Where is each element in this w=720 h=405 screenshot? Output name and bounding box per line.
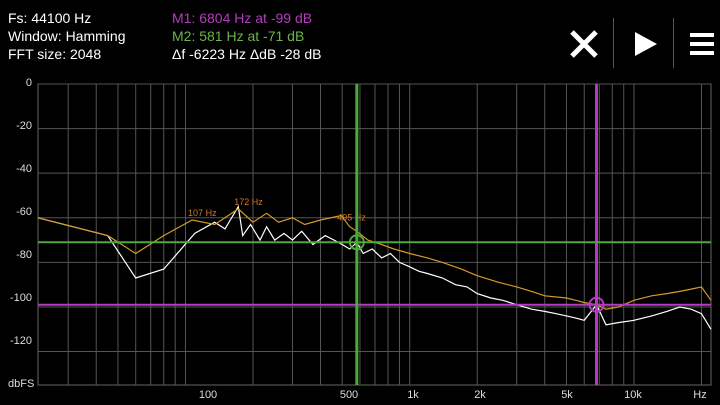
m1-marker [588,296,605,313]
x-tick-label: 500 [339,389,359,401]
info-panel: Fs: 44100 Hz Window: Hamming FFT size: 2… [8,9,125,63]
close-icon [570,30,598,58]
y-tick-label: -40 [16,163,32,175]
toolbar [540,0,720,90]
marker2-readout: M2: 581 Hz at -71 dB [172,28,305,44]
delta-readout: Δf -6223 Hz ΔdB -28 dB [172,46,322,62]
play-icon [635,32,657,56]
peak-label: 172 Hz [234,197,263,207]
marker-info-panel: M1: 6804 Hz at -99 dB M2: 581 Hz at -71 … [172,9,321,63]
play-button[interactable] [623,22,667,66]
y-tick-label: -20 [16,120,32,132]
toolbar-divider [613,18,614,68]
x-tick-label: 100 [198,389,218,401]
y-tick-label: -120 [9,335,32,347]
x-tick-label: 5k [561,389,573,401]
m2-marker [348,234,365,251]
x-tick-label: 1k [407,389,419,401]
menu-button[interactable] [680,22,720,66]
fft-size-label: FFT size: 2048 [8,46,102,62]
peak-label: 107 Hz [188,208,217,218]
sample-rate-label: Fs: 44100 Hz [8,10,92,26]
y-tick-label: -60 [16,206,32,218]
close-button[interactable] [562,22,606,66]
window-label: Window: Hamming [8,28,126,44]
x-tick-label: 2k [474,389,486,401]
peak-label: 495 Hz [337,212,366,222]
menu-icon [690,33,714,55]
y-tick-label: 0 [25,77,32,89]
toolbar-divider [673,18,674,68]
x-unit-label: Hz [693,389,707,401]
y-tick-label: -100 [9,292,32,304]
marker1-readout: M1: 6804 Hz at -99 dB [172,10,313,26]
y-tick-label: -80 [16,249,32,261]
x-tick-label: 10k [624,389,642,401]
y-unit-label: dbFS [8,378,35,390]
